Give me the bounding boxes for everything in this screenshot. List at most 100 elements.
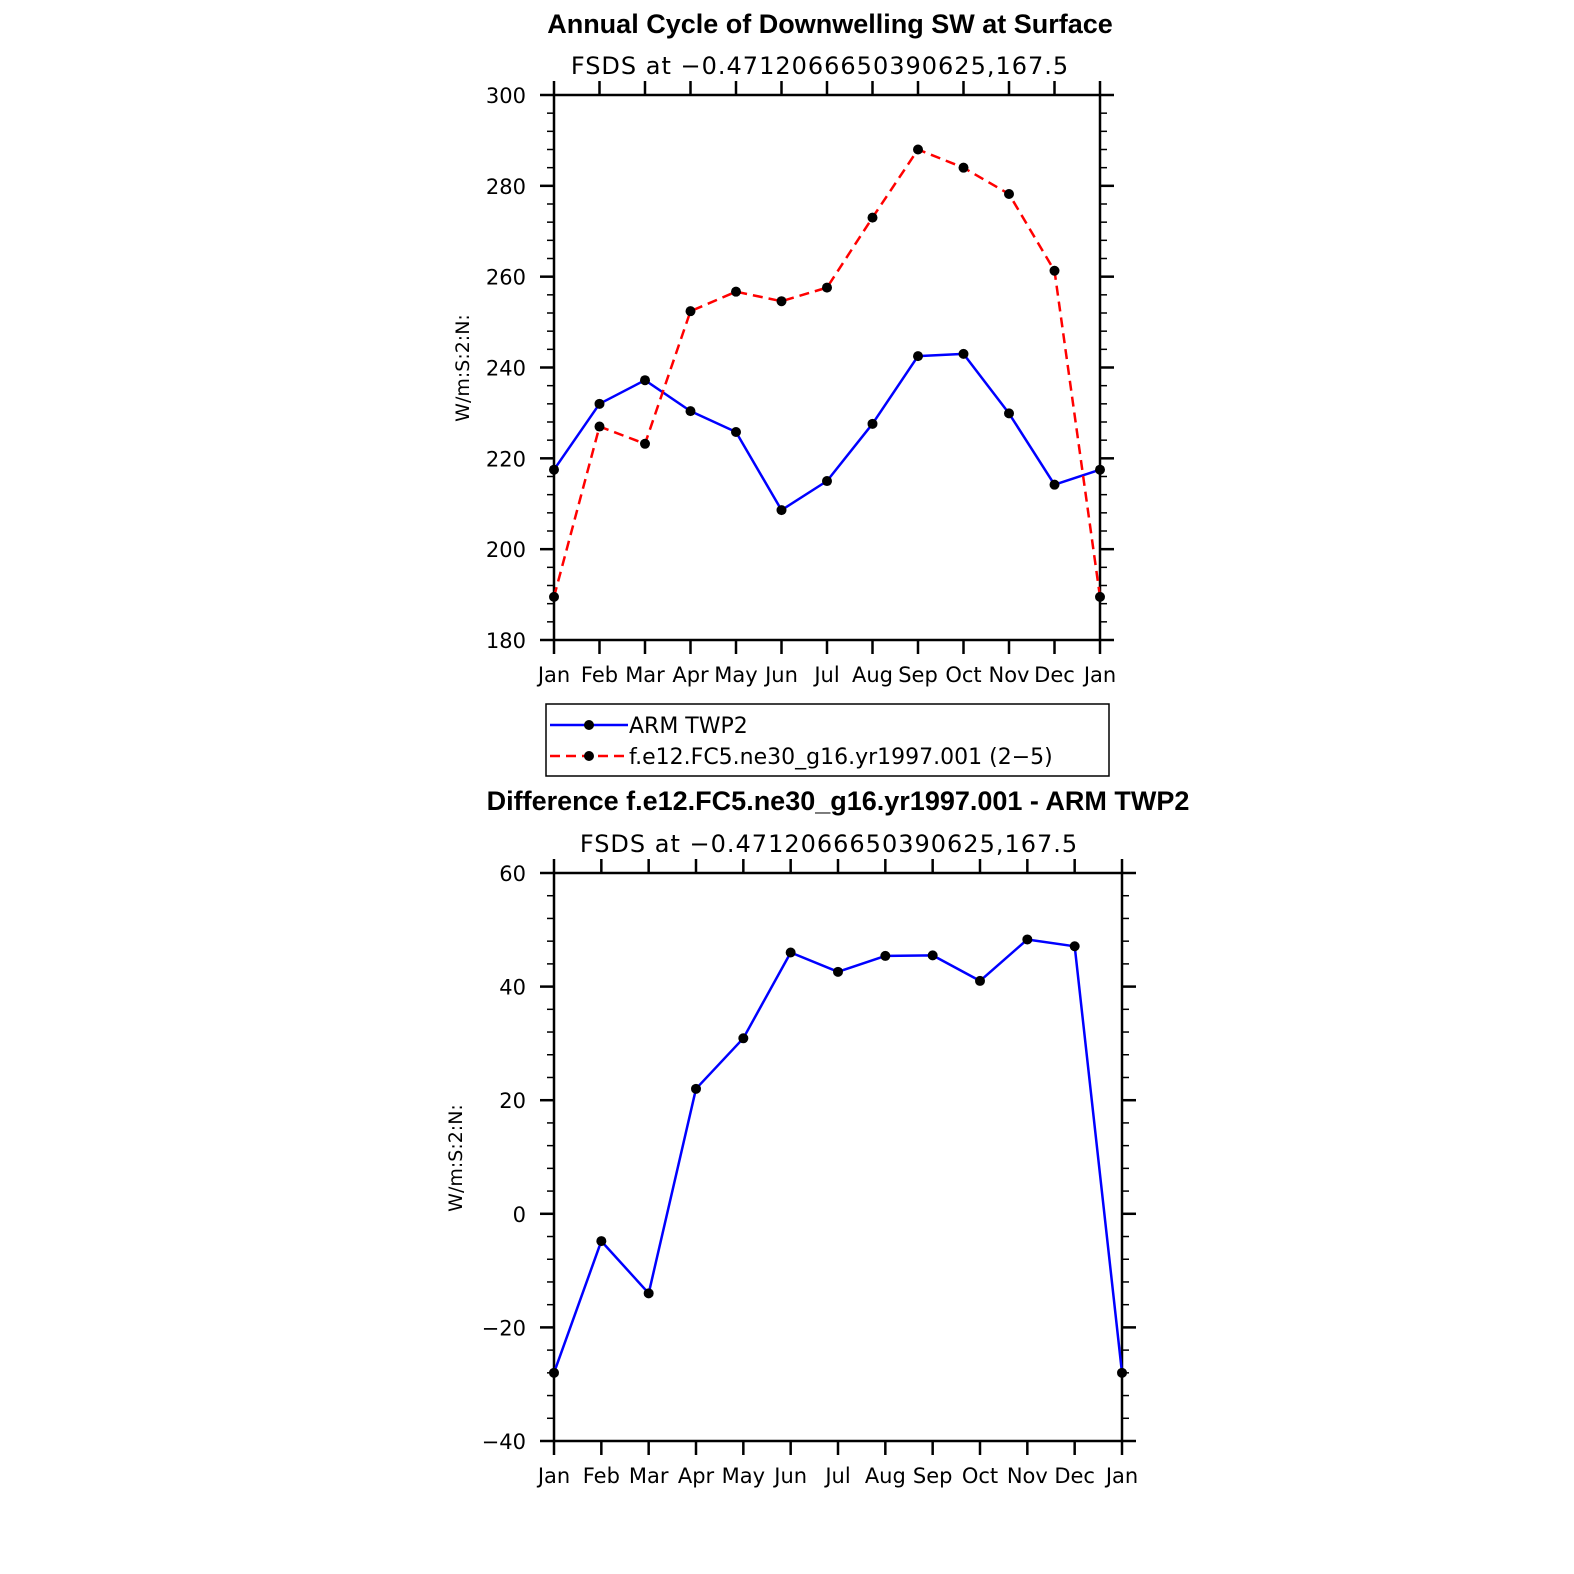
data-point	[927, 950, 938, 961]
data-point	[731, 286, 741, 297]
x-tick-label: Sep	[898, 663, 938, 687]
data-point	[880, 950, 891, 961]
data-point	[1049, 479, 1060, 490]
series-line-0	[552, 352, 1101, 512]
plot-area: 180 200 220 240 260 280 300 Jan Feb Mar Apr May Jun J…	[486, 81, 1116, 687]
x-tick-label: Jul	[823, 1464, 850, 1488]
x-tick-label: Feb	[581, 663, 618, 687]
data-point	[738, 1033, 749, 1044]
x-tick-label: Oct	[962, 1464, 998, 1488]
legend-marker-arm-twp2	[584, 720, 594, 730]
data-point	[640, 438, 650, 449]
x-tick-label: Dec	[1054, 1464, 1095, 1488]
x-tick-label: Jan	[1104, 1464, 1138, 1488]
series-line-0	[552, 938, 1124, 1374]
data-point	[975, 975, 985, 986]
x-tick-label: Apr	[678, 1464, 715, 1488]
data-point	[1049, 265, 1060, 276]
y-tick-label: 200	[486, 538, 526, 562]
x-tick-label: Apr	[672, 663, 709, 687]
data-point	[691, 1083, 701, 1094]
y-tick-label: 220	[486, 447, 526, 471]
legend-item-model: f.e12.FC5.ne30_g16.yr1997.001 (2−5)	[550, 745, 1053, 770]
x-tick-label: Jun	[763, 663, 798, 687]
x-tick-label: Mar	[625, 663, 665, 687]
y-tick-label: 0	[513, 1203, 526, 1227]
difference-chart: Difference f.e12.FC5.ne30_g16.yr1997.001…	[445, 786, 1189, 1488]
y-tick-label: 40	[499, 976, 526, 1000]
y-tick-label: 300	[486, 84, 526, 108]
data-point	[833, 966, 843, 977]
plot-area: −40 −20 0 20 40 60 Jan Feb Mar Apr May Jun Jul Aug Sep…	[482, 859, 1138, 1488]
y-tick-label: −20	[482, 1316, 526, 1340]
data-point	[1004, 189, 1014, 200]
data-point	[640, 375, 650, 386]
data-point	[1117, 1367, 1127, 1378]
legend-label-arm-twp2: ARM TWP2	[629, 714, 748, 739]
annual-cycle-chart: Annual Cycle of Downwelling SW at Surfac…	[452, 9, 1116, 777]
legend-box	[545, 703, 1110, 777]
data-point	[549, 464, 559, 475]
data-point	[731, 426, 741, 437]
legend: ARM TWP2 f.e12.FC5.ne30_g16.yr1997.001 (…	[545, 703, 1110, 777]
x-tick-label: Mar	[629, 1464, 669, 1488]
series-line-1	[552, 148, 1102, 598]
x-tick-label: Jan	[536, 663, 570, 687]
x-tick-label: Nov	[1007, 1464, 1048, 1488]
data-point	[1095, 464, 1105, 475]
legend-item-arm-twp2: ARM TWP2	[550, 714, 748, 739]
x-tick-label: May	[722, 1464, 765, 1488]
data-point	[867, 212, 878, 223]
y-tick-label: −40	[482, 1430, 526, 1454]
x-tick-label: Feb	[583, 1464, 620, 1488]
x-tick-label: May	[714, 663, 757, 687]
x-tick-label: Aug	[852, 663, 893, 687]
data-point	[822, 476, 832, 487]
legend-marker-model	[584, 751, 594, 761]
data-point	[643, 1288, 654, 1299]
x-tick-label: Nov	[989, 663, 1030, 687]
x-tick-label: Jun	[772, 1464, 807, 1488]
x-tick-label: Jan	[536, 1464, 570, 1488]
y-tick-label: 180	[486, 629, 526, 653]
data-point	[549, 591, 559, 602]
chart-subtitle: FSDS at −0.4712066650390625,167.5	[580, 830, 1078, 858]
y-tick-label: 240	[486, 357, 526, 381]
x-tick-label: Jan	[1082, 663, 1116, 687]
data-point	[594, 421, 605, 432]
data-point	[594, 398, 605, 409]
data-point	[867, 418, 878, 429]
data-point	[1069, 941, 1080, 952]
data-point	[1004, 408, 1014, 419]
data-point	[776, 296, 787, 307]
data-point	[958, 348, 969, 359]
chart-title: Difference f.e12.FC5.ne30_g16.yr1997.001…	[487, 786, 1190, 816]
x-tick-label: Aug	[865, 1464, 906, 1488]
chart-title: Annual Cycle of Downwelling SW at Surfac…	[547, 9, 1113, 39]
data-point	[776, 505, 787, 516]
data-point	[549, 1367, 559, 1378]
plot-frame	[552, 93, 1102, 642]
x-tick-label: Dec	[1034, 663, 1075, 687]
y-axis-label: W/m:S:2:N:	[445, 1104, 467, 1212]
data-point	[958, 162, 969, 173]
plot-frame	[552, 871, 1124, 1443]
data-point	[596, 1236, 607, 1247]
y-tick-label: 20	[499, 1089, 526, 1113]
x-tick-label: Sep	[913, 1464, 953, 1488]
data-point	[913, 144, 923, 155]
legend-label-model: f.e12.FC5.ne30_g16.yr1997.001 (2−5)	[629, 745, 1053, 770]
y-tick-label: 60	[499, 862, 526, 886]
y-tick-label: 260	[486, 266, 526, 290]
data-point	[1095, 591, 1105, 602]
x-tick-label: Jul	[812, 663, 839, 687]
data-point	[822, 282, 832, 293]
data-point	[685, 306, 696, 317]
y-tick-label: 280	[486, 175, 526, 199]
data-point	[685, 406, 696, 417]
data-point	[785, 947, 796, 958]
data-point	[1022, 934, 1033, 945]
data-point	[913, 351, 923, 362]
chart-subtitle: FSDS at −0.4712066650390625,167.5	[571, 52, 1069, 80]
